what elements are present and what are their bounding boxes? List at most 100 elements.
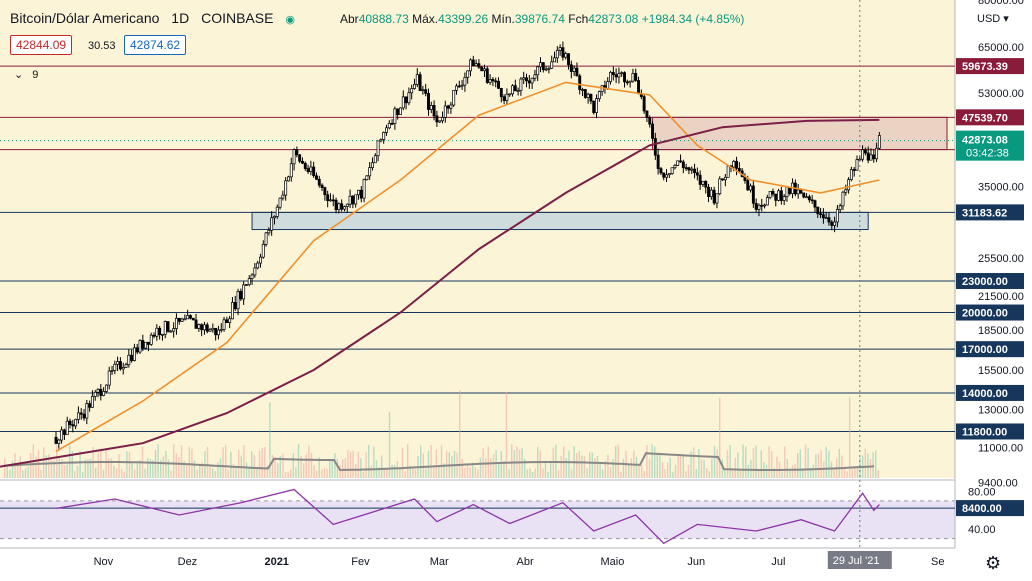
candle-body [693,168,696,174]
candle-body [202,324,206,331]
candle-body [331,199,335,202]
buy-price-button[interactable]: 42874.62 [124,35,187,55]
candle-body [104,384,108,392]
volume-bar [854,466,856,478]
volume-bar [742,444,744,478]
candle-body [875,147,879,160]
volume-bar [9,469,11,478]
volume-bar [407,444,409,478]
volume-bar [745,446,747,478]
volume-bar [11,460,14,478]
candle-body [597,91,601,100]
candle-body [68,420,72,425]
candle-body [760,204,764,207]
interval[interactable]: 1D [171,10,190,26]
volume-bar [646,445,648,478]
candle-body [429,105,433,110]
indicators-toggle[interactable]: ⌄ 9 [14,68,38,81]
candle-body [555,50,559,59]
symbol-name[interactable]: Bitcoin/Dólar Americano [10,10,160,26]
currency-label[interactable]: USD ▾ [977,12,1009,25]
candle-body [99,388,103,396]
volume-bar [287,471,289,478]
candle-body [625,81,629,84]
volume-bar [318,457,320,478]
volume-bar [334,453,336,478]
candle-body [558,47,562,51]
candle-body [513,85,517,92]
volume-bar [638,465,640,478]
candle-body [617,73,621,78]
candle-body [172,328,176,332]
candle-body [718,178,722,195]
candle-body [298,154,302,162]
support-zone [251,211,869,231]
level-label-bg [956,423,1024,440]
candle-body [357,189,360,196]
volume-bar [214,471,216,478]
volume-bar [466,465,469,478]
level-label: 20000.00 [962,308,1008,320]
candle-body [653,138,657,156]
indicator-count: 9 [32,69,39,81]
candle-body [146,341,150,345]
candle-body [474,63,478,67]
volume-bar [303,463,305,478]
volume-bar [339,464,341,478]
volume-bar [435,449,437,478]
volume-bar [219,458,222,478]
volume-bar [711,458,713,478]
candle-body [261,244,265,258]
volume-bar [365,452,367,478]
candle-body [222,319,226,330]
volume-bar [100,448,102,478]
volume-bar [248,468,250,478]
volume-bar [721,459,723,478]
volume-bar [147,458,149,478]
volume-bar [269,402,271,478]
volume-bar [329,460,331,478]
sell-price-button[interactable]: 42844.09 [10,35,73,55]
candle-body [421,89,425,92]
candle-body [679,160,682,163]
ma-slow-line [0,118,880,468]
level-label-bg [956,500,1024,517]
candle-body [805,196,809,199]
change-value: +1984.34 (+4.85%) [641,12,745,26]
candle-body [74,419,78,427]
candle-body [107,370,111,386]
volume-bar [313,465,315,478]
volume-bar [368,444,370,478]
volume-bar [438,465,440,478]
candle-body [329,199,332,202]
volume-bar [157,444,159,478]
candle-body [589,93,593,102]
open-value: 40888.73 [358,12,409,26]
volume-bar [568,450,570,478]
volume-bar [825,446,827,478]
volume-bar [227,469,229,478]
volume-bar [297,444,300,478]
crosshair-date-bg [827,551,892,569]
candle-body [723,177,727,181]
volume-bar [612,458,614,478]
volume-bar [357,451,359,478]
volume-bar [531,471,534,478]
volume-bar [323,467,326,478]
candle-body [502,96,506,101]
candle-body [121,367,125,370]
candle-body [197,324,201,329]
candle-body [292,149,296,165]
gear-icon[interactable]: ⚙ [985,553,1002,573]
volume-bar [869,458,872,478]
volume-bar [487,446,489,478]
volume-bar [758,469,760,478]
volume-bar [131,461,133,478]
candle-body [303,162,307,169]
volume-bar [594,457,596,478]
candle-body [782,196,786,201]
level-label-bg [956,304,1024,321]
volume-bar [524,458,526,478]
candle-body [144,341,148,349]
